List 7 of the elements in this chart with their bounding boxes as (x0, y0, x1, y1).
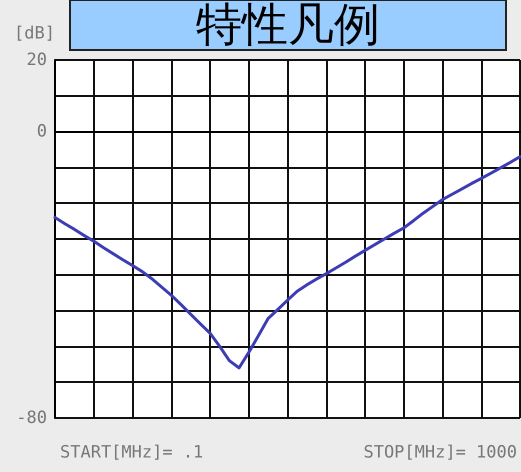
y-axis-title: [dB] (14, 24, 55, 44)
y-tick-label: 0 (36, 122, 47, 142)
y-tick-label: -80 (16, 408, 47, 428)
chart-title: 特性凡例 (196, 0, 380, 51)
text: START[MHz]= .1 (60, 442, 204, 462)
y-tick-label: 20 (26, 50, 47, 70)
text: STOP[MHz]= 1000 (363, 442, 518, 462)
